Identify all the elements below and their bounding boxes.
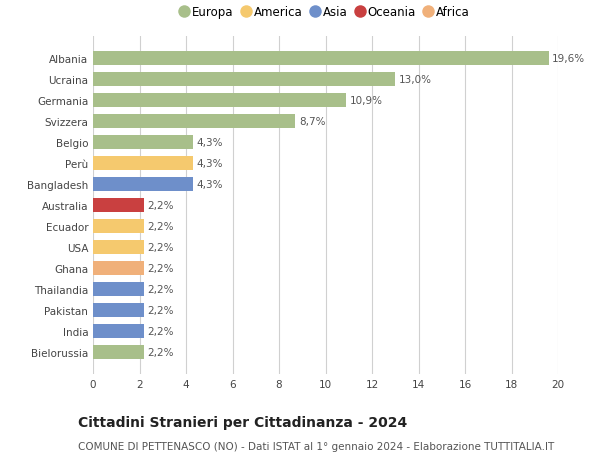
Text: 4,3%: 4,3%: [196, 158, 223, 168]
Bar: [93, 303, 144, 317]
Bar: [93, 136, 193, 149]
Bar: [93, 115, 295, 129]
Bar: [93, 157, 193, 170]
Legend: Europa, America, Asia, Oceania, Africa: Europa, America, Asia, Oceania, Africa: [177, 2, 474, 24]
Text: 2,2%: 2,2%: [148, 263, 174, 273]
Text: 10,9%: 10,9%: [350, 96, 383, 106]
Bar: [93, 73, 395, 87]
Text: 2,2%: 2,2%: [148, 242, 174, 252]
Bar: [93, 262, 144, 275]
Text: Cittadini Stranieri per Cittadinanza - 2024: Cittadini Stranieri per Cittadinanza - 2…: [78, 415, 407, 429]
Bar: [93, 282, 144, 296]
Bar: [93, 219, 144, 233]
Text: 4,3%: 4,3%: [196, 179, 223, 190]
Bar: [93, 178, 193, 191]
Text: 2,2%: 2,2%: [148, 347, 174, 357]
Text: 2,2%: 2,2%: [148, 326, 174, 336]
Bar: [93, 94, 346, 107]
Bar: [93, 241, 144, 254]
Bar: [93, 52, 549, 66]
Text: 2,2%: 2,2%: [148, 305, 174, 315]
Text: 8,7%: 8,7%: [299, 117, 325, 127]
Text: COMUNE DI PETTENASCO (NO) - Dati ISTAT al 1° gennaio 2024 - Elaborazione TUTTITA: COMUNE DI PETTENASCO (NO) - Dati ISTAT a…: [78, 441, 554, 451]
Bar: [93, 324, 144, 338]
Text: 4,3%: 4,3%: [196, 138, 223, 148]
Bar: [93, 199, 144, 212]
Bar: [93, 345, 144, 359]
Text: 19,6%: 19,6%: [552, 54, 586, 64]
Text: 13,0%: 13,0%: [399, 75, 432, 85]
Text: 2,2%: 2,2%: [148, 201, 174, 210]
Text: 2,2%: 2,2%: [148, 221, 174, 231]
Text: 2,2%: 2,2%: [148, 284, 174, 294]
